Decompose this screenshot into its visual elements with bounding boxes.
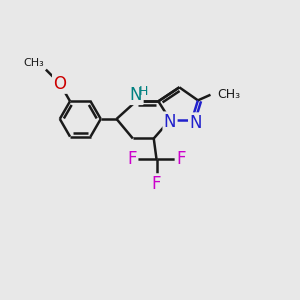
Text: F: F <box>152 175 161 193</box>
Text: H: H <box>139 85 148 98</box>
Text: F: F <box>128 150 137 168</box>
Text: N: N <box>130 86 142 104</box>
Text: O: O <box>53 75 66 93</box>
Text: N: N <box>189 114 202 132</box>
Text: CH₃: CH₃ <box>23 58 44 68</box>
Text: F: F <box>176 150 185 168</box>
Text: CH₃: CH₃ <box>218 88 241 101</box>
Text: N: N <box>164 113 176 131</box>
